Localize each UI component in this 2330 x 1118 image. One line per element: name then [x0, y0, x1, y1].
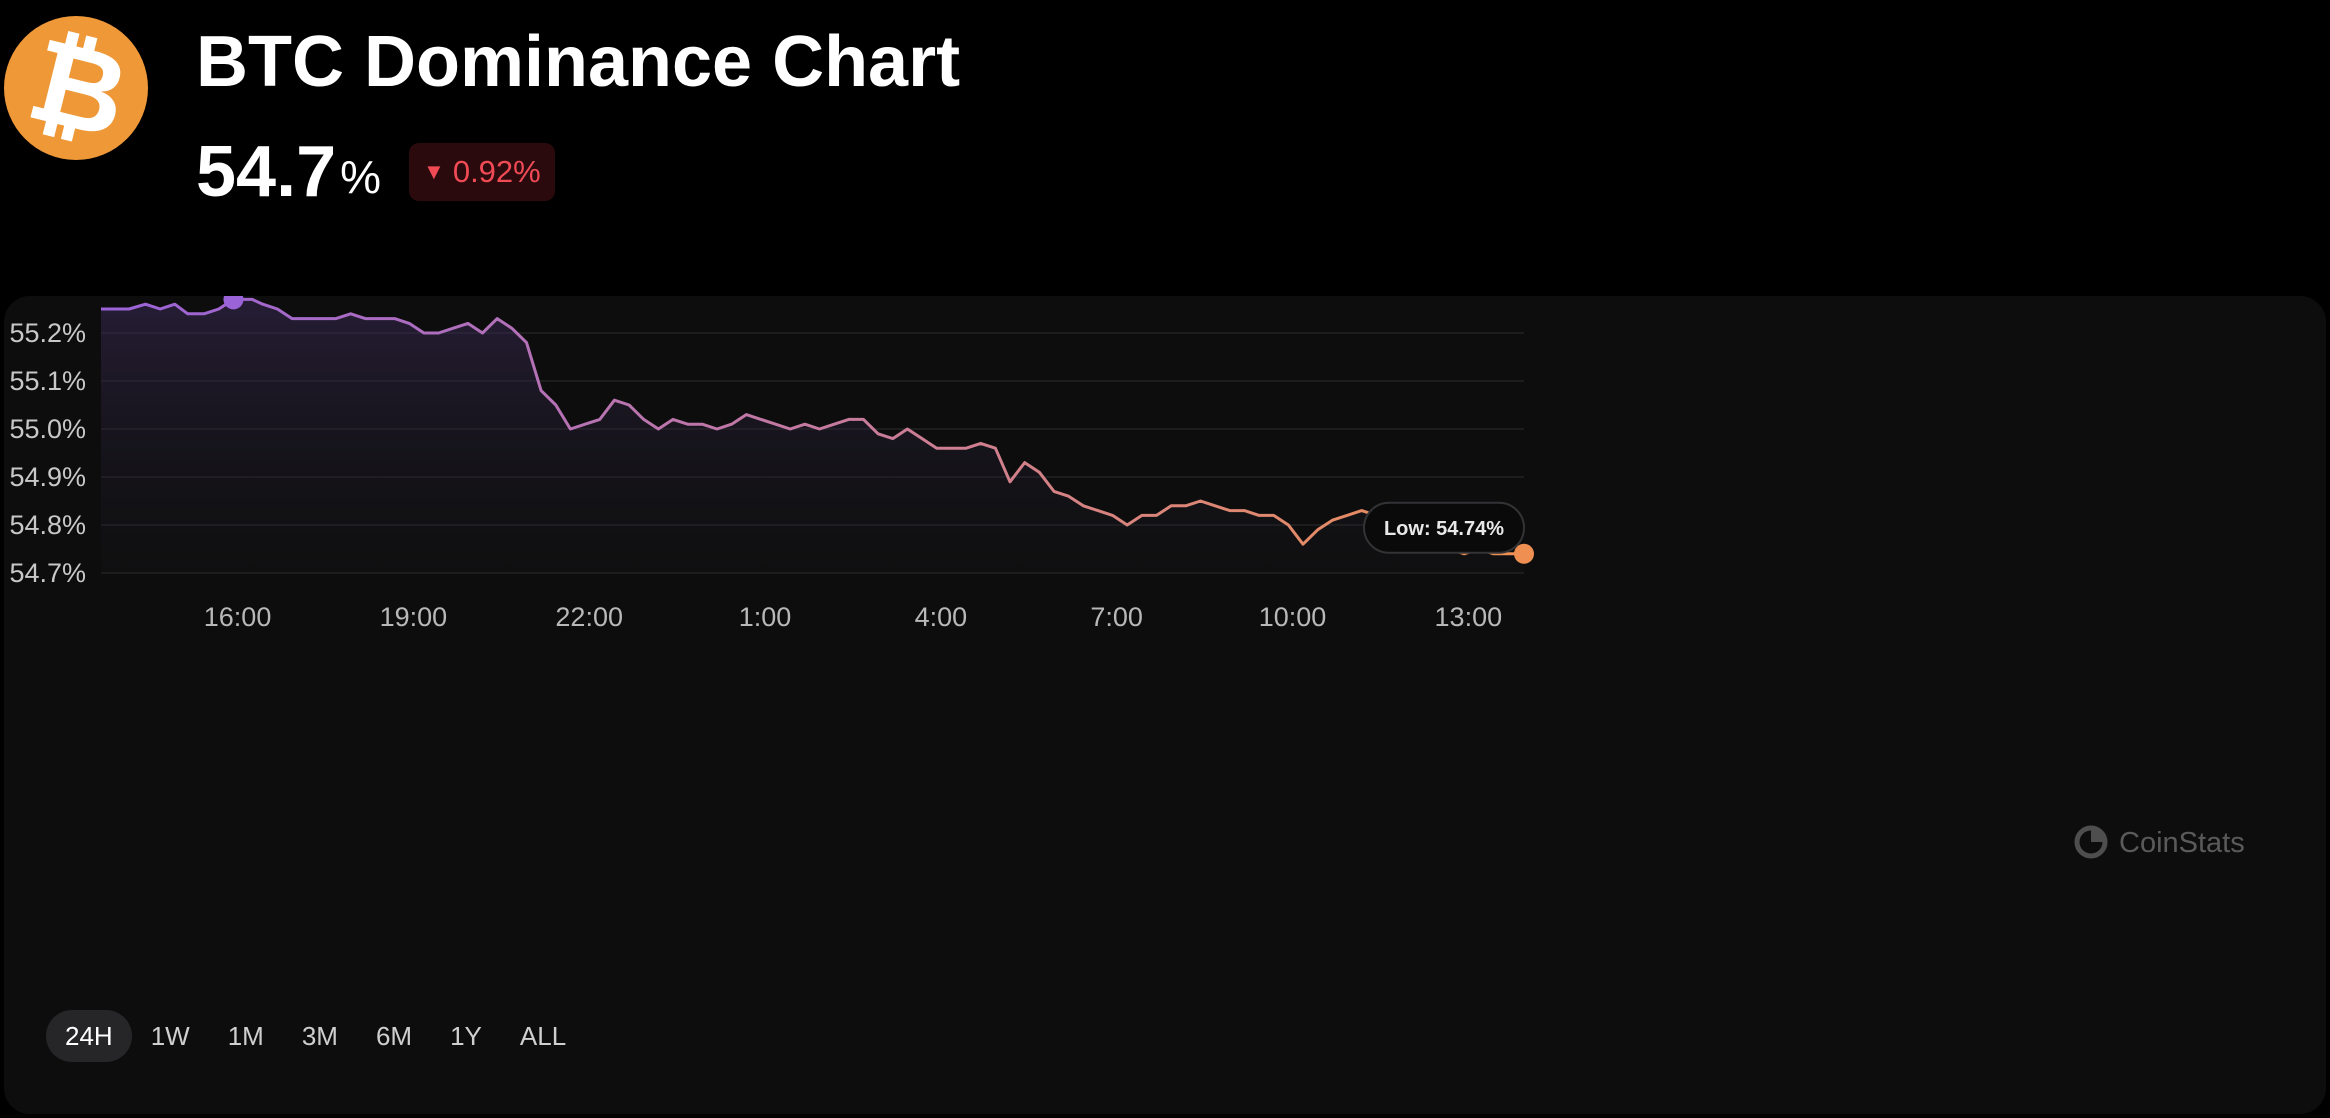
x-tick-label: 1:00 [739, 602, 792, 632]
range-button-1y[interactable]: 1Y [450, 1020, 482, 1051]
x-tick-label: 10:00 [1259, 602, 1327, 632]
bitcoin-symbol: ₿ [15, 11, 141, 166]
area-fill [101, 299, 1524, 573]
x-tick-label: 13:00 [1435, 602, 1503, 632]
y-tick-label: 54.8% [9, 510, 86, 540]
low-point-marker[interactable] [1514, 543, 1534, 564]
range-button-3m[interactable]: 3M [301, 1020, 338, 1051]
range-button-6m[interactable]: 6M [375, 1020, 413, 1051]
x-tick-label: 16:00 [204, 602, 272, 632]
x-tick-label: 22:00 [555, 602, 623, 632]
coinstats-watermark: CoinStats [2074, 825, 2245, 859]
range-button-all[interactable]: ALL [519, 1020, 567, 1051]
range-button-24h[interactable]: 24H [46, 1010, 132, 1062]
time-range-selector: 24H 1W 1M 3M 6M 1Y ALL [46, 1010, 585, 1062]
page-title: BTC Dominance Chart [196, 22, 961, 102]
coinstats-logo-icon [2074, 825, 2108, 859]
change-badge: ▼ 0.92% [409, 143, 555, 201]
x-tick-label: 19:00 [380, 602, 448, 632]
x-tick-label: 4:00 [915, 602, 968, 632]
high-point-marker[interactable] [223, 296, 244, 310]
y-tick-label: 55.3% [9, 296, 86, 300]
range-button-1m[interactable]: 1M [227, 1020, 264, 1051]
chart-card: CoinStats 55.3% 55.2% 55.1% 55.0% 54.9% 54.8%… [4, 296, 2326, 1114]
x-tick-label: 7:00 [1090, 602, 1143, 632]
y-tick-label: 54.7% [9, 558, 86, 588]
dominance-value: 54.7 [196, 132, 337, 212]
dominance-unit: % [340, 151, 382, 203]
low-tooltip-text: Low: 54.74% [1384, 518, 1504, 540]
y-tick-label: 55.2% [9, 318, 86, 348]
dominance-chart[interactable]: CoinStats 55.3% 55.2% 55.1% 55.0% 54.9% 54.8%… [4, 296, 2326, 1114]
y-tick-label: 54.9% [9, 462, 86, 492]
range-button-1w[interactable]: 1W [150, 1020, 190, 1051]
dominance-value-row: 54.7 % ▼ 0.92% [196, 124, 555, 220]
low-tooltip: Low: 54.74% [1363, 501, 1525, 554]
y-tick-label: 55.1% [9, 366, 86, 396]
y-tick-label: 55.0% [9, 414, 86, 444]
bitcoin-icon: ₿ [4, 11, 148, 166]
watermark-text: CoinStats [2119, 827, 2245, 859]
down-arrow-icon: ▼ [423, 159, 445, 184]
change-value: 0.92% [452, 154, 541, 189]
dominance-line[interactable] [101, 297, 1524, 556]
